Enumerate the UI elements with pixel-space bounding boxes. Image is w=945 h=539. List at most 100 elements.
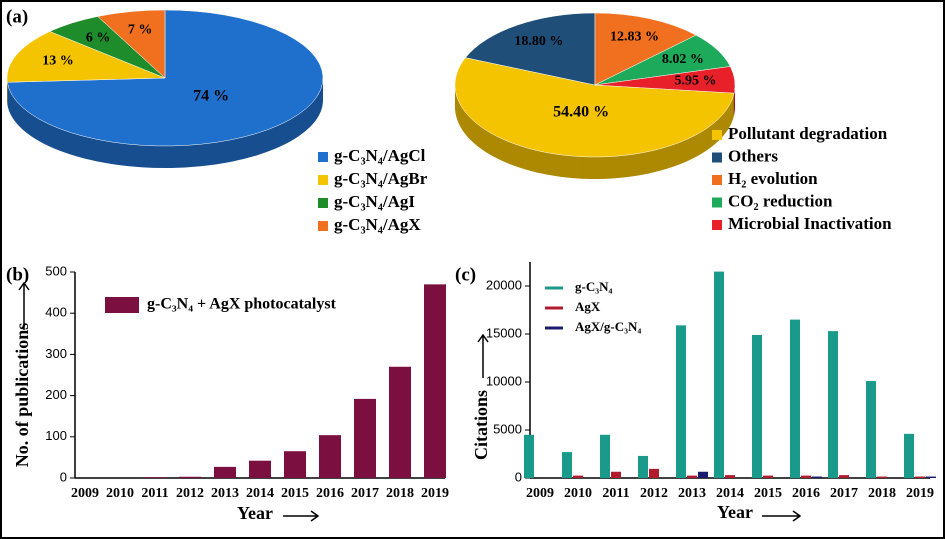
axis-arrows: [18, 281, 802, 522]
bar: [763, 475, 773, 478]
legend-label: AgX/g-C₃N₄: [575, 319, 641, 334]
y-tick-label: 0: [60, 469, 67, 484]
y-tick-label: 200: [45, 387, 67, 402]
bar: [284, 451, 306, 478]
legend-marker: [318, 198, 328, 208]
x-tick-label: 2013: [678, 486, 706, 501]
bar: [562, 452, 572, 478]
bar: [524, 434, 534, 478]
bar: [144, 477, 166, 478]
legend-marker: [318, 175, 328, 185]
slice: [465, 12, 596, 86]
panel-label: (c): [455, 264, 476, 285]
bar: [354, 398, 376, 478]
legend-label: Pollutant degradation: [728, 124, 888, 143]
y-tick-label: 5000: [493, 421, 522, 436]
panel-label: (a): [6, 6, 28, 27]
value-label: 12.83 %: [610, 30, 659, 45]
legend-label: g-C₃N₄/AgX: [334, 215, 421, 234]
value-label: 54.40 %: [553, 104, 609, 121]
x-tick-label: 2012: [176, 486, 204, 501]
x-tick-label: 2012: [640, 486, 668, 501]
x-tick-label: 2019: [421, 486, 449, 501]
bar: [600, 434, 610, 478]
legend-label: CO₂ reduction: [728, 191, 833, 210]
x-axis-title: Year: [237, 503, 273, 523]
bar: [790, 319, 800, 478]
x-tick-label: 2018: [868, 486, 896, 501]
bar: [926, 476, 936, 478]
bar: [389, 366, 411, 478]
bar: [877, 476, 887, 478]
legend-label: Microbial Inactivation: [728, 214, 892, 233]
legend-label: Others: [728, 146, 778, 165]
slice: [97, 9, 166, 79]
value-label: 5.95 %: [675, 73, 717, 88]
slice: [594, 66, 736, 94]
x-arrow: [762, 510, 802, 522]
value-label: 18.80 %: [514, 34, 563, 49]
x-tick-label: 2017: [351, 486, 379, 501]
y-tick-label: 15000: [486, 325, 522, 340]
bar: [676, 325, 686, 478]
legend-label: g-C₃N₄/AgI: [334, 192, 415, 211]
y-tick-label: 10000: [486, 373, 522, 388]
legend-marker: [318, 152, 328, 162]
value-label: 8.02 %: [662, 52, 704, 67]
bar: [714, 271, 724, 478]
bar: [638, 455, 648, 478]
x-tick-label: 2009: [526, 486, 554, 501]
legend-marker: [712, 152, 722, 163]
bar: [573, 475, 583, 478]
bar: [649, 468, 659, 478]
x-axis-title: Year: [717, 502, 753, 522]
y-arrow: [18, 281, 30, 330]
bar: [801, 475, 811, 478]
y-tick-label: 0: [515, 469, 522, 484]
legend-label: g-C₃N₄ + AgX photocatalyst: [147, 296, 337, 313]
legend-marker: [318, 221, 328, 231]
bar: [179, 476, 201, 478]
y-tick-label: 20000: [486, 277, 522, 292]
value-label: 7 %: [128, 22, 153, 37]
bar: [249, 460, 271, 478]
value-label: 13 %: [42, 54, 74, 69]
bar: [904, 433, 914, 478]
x-tick-label: 2019: [906, 486, 934, 501]
x-tick-label: 2011: [141, 486, 168, 501]
bar: [611, 471, 621, 478]
legend-marker: [712, 175, 722, 185]
x-tick-label: 2010: [106, 486, 134, 501]
y-axis-title: Citations: [471, 390, 491, 460]
bar: [866, 381, 876, 478]
value-label: 74 %: [193, 87, 229, 104]
y-tick-label: 500: [45, 263, 67, 278]
x-tick-label: 2017: [830, 486, 858, 501]
bar: [687, 475, 697, 478]
legend-marker: [712, 220, 722, 230]
legend-label: g-C₃N₄/AgCl: [334, 146, 426, 165]
y-tick-label: 100: [45, 428, 67, 443]
slice: [454, 57, 735, 158]
bar: [698, 471, 708, 478]
y-arrow: [477, 333, 489, 378]
legend-marker: [712, 197, 722, 208]
x-tick-label: 2011: [602, 486, 629, 501]
legend-label: g-C₃N₄/AgBr: [334, 169, 428, 188]
y-tick-label: 300: [45, 346, 67, 361]
legend-marker: [712, 130, 722, 140]
x-tick-label: 2015: [281, 486, 309, 501]
legend-label: g-C₃N₄: [575, 279, 613, 294]
x-tick-label: 2016: [792, 486, 820, 501]
bar: [828, 331, 838, 478]
panel-label: (b): [6, 264, 29, 285]
bar: [424, 284, 446, 478]
bar: [214, 466, 236, 478]
legend-label: H₂ evolution: [728, 169, 818, 188]
x-tick-label: 2013: [211, 486, 239, 501]
bar: [752, 334, 762, 478]
bar: [319, 435, 341, 478]
x-tick-label: 2009: [71, 486, 99, 501]
